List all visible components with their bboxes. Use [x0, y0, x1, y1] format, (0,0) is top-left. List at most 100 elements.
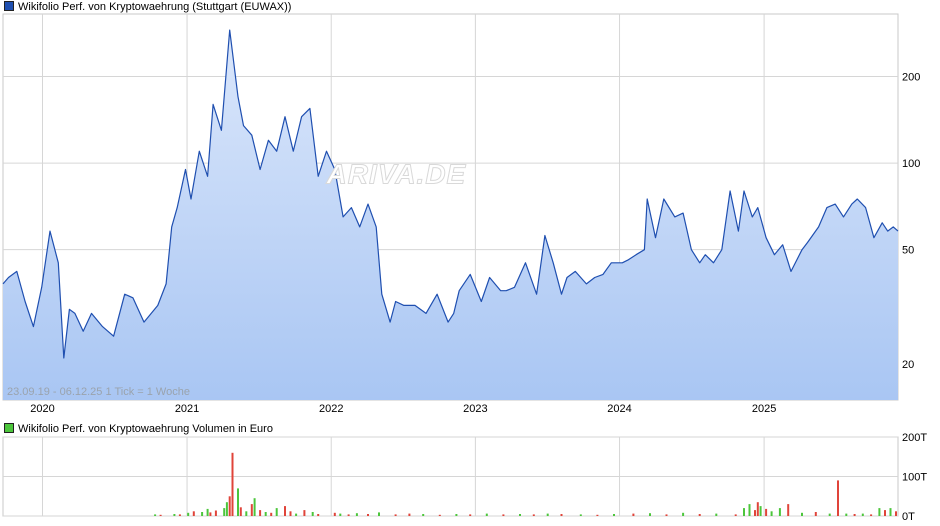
volume-bar: [394, 514, 397, 516]
volume-bar: [173, 514, 176, 516]
volume-bar: [209, 512, 212, 516]
volume-bar: [649, 513, 651, 516]
price-line: [2, 29, 899, 359]
volume-bar: [408, 513, 411, 516]
volume-bar: [438, 514, 441, 516]
volume-bar: [311, 512, 314, 516]
volume-bar: [469, 514, 472, 516]
x-tick-label: 2020: [30, 403, 54, 415]
volume-bar: [270, 512, 273, 516]
volume-bar: [853, 514, 856, 516]
price-chart-title: Wikifolio Perf. von Kryptowaehrung (Stut…: [18, 1, 292, 13]
volume-bar: [756, 502, 759, 516]
volume-bar: [317, 514, 320, 516]
volume-bar: [632, 513, 635, 516]
price-chart-legend: Wikifolio Perf. von Kryptowaehrung (Stut…: [4, 1, 291, 14]
volume-bar: [845, 513, 848, 516]
volume-bar: [754, 510, 756, 516]
volume-bar: [347, 514, 350, 516]
volume-bar: [895, 511, 897, 516]
volume-tick-label: 200T: [902, 432, 927, 444]
ariva-watermark: ARIVA.DE: [326, 158, 467, 189]
volume-bar: [275, 508, 278, 516]
volume-bar: [455, 514, 458, 516]
x-tick-label: 2023: [463, 403, 487, 415]
date-range-label: 23.09.19 - 06.12.25 1 Tick = 1 Woche: [7, 386, 190, 398]
volume-bar: [289, 511, 292, 516]
volume-bar: [178, 514, 181, 516]
price-series-swatch: [4, 1, 14, 11]
y-tick-label: 100: [902, 158, 920, 170]
volume-bar: [245, 511, 248, 516]
volume-bar: [519, 514, 521, 516]
volume-bar: [787, 504, 790, 516]
volume-bar: [187, 512, 190, 516]
volume-chart-legend: Wikifolio Perf. von Kryptowaehrung Volum…: [4, 423, 273, 436]
volume-bar: [206, 508, 209, 516]
volume-bar: [765, 508, 768, 516]
volume-bar: [201, 512, 204, 516]
price-chart[interactable]: 2020 2021 2022 2023 2024 2025 20 50 100 200 ARIVA.…: [2, 13, 920, 415]
volume-bar: [284, 506, 286, 516]
y-tick-label: 20: [902, 359, 914, 371]
volume-bar: [579, 514, 582, 516]
volume-bar: [870, 514, 873, 516]
volume-bar: [159, 514, 162, 516]
volume-bar: [192, 511, 195, 516]
volume-bar: [303, 510, 306, 516]
volume-bar: [734, 514, 737, 516]
volume-bar: [837, 480, 839, 516]
x-tick-label: 2025: [752, 403, 776, 415]
volume-bar: [861, 513, 864, 516]
volume-bar: [596, 514, 599, 516]
volume-bar: [378, 512, 380, 516]
volume-bar: [154, 514, 157, 516]
volume-bar: [485, 513, 488, 516]
volume-bar: [546, 513, 549, 516]
volume-bar: [889, 508, 892, 516]
volume-series-swatch: [4, 423, 14, 433]
volume-bar: [613, 514, 615, 516]
volume-bar: [295, 513, 298, 516]
volume-bar: [250, 504, 253, 516]
volume-bar: [698, 514, 701, 516]
volume-bar: [339, 513, 342, 516]
volume-bar: [228, 496, 231, 517]
volume-bar: [239, 507, 242, 516]
volume-bar: [801, 512, 803, 516]
volume-bar: [502, 514, 505, 516]
volume-bar: [237, 488, 239, 516]
volume-bar: [715, 513, 718, 516]
y-tick-label: 50: [902, 245, 914, 257]
volume-bar: [422, 514, 425, 516]
volume-chart-title: Wikifolio Perf. von Kryptowaehrung Volum…: [18, 423, 273, 435]
volume-bar: [223, 508, 226, 516]
volume-tick-label: 0T: [902, 511, 915, 523]
volume-bar: [665, 514, 668, 516]
volume-bar: [225, 502, 228, 516]
volume-bar: [770, 511, 773, 516]
volume-bar: [828, 513, 831, 516]
volume-bar: [884, 510, 886, 516]
volume-bar: [367, 514, 369, 516]
volume-bar: [814, 512, 817, 516]
volume-bar: [259, 510, 262, 516]
volume-chart[interactable]: 0T 100T 200T: [2, 432, 927, 523]
volume-bar: [231, 452, 234, 516]
y-tick-label: 200: [902, 72, 920, 84]
volume-bar: [878, 508, 881, 516]
x-tick-label: 2021: [175, 403, 199, 415]
volume-bar: [778, 508, 781, 516]
volume-bar: [532, 514, 535, 516]
volume-bar: [560, 514, 563, 516]
volume-tick-label: 100T: [902, 472, 927, 484]
volume-bar: [214, 510, 217, 516]
volume-bar: [682, 512, 685, 516]
volume-bar: [355, 513, 358, 516]
price-area: [3, 30, 898, 400]
volume-bar: [253, 498, 256, 516]
volume-bar: [748, 504, 751, 516]
x-tick-label: 2024: [607, 403, 631, 415]
volume-bar: [264, 512, 267, 516]
